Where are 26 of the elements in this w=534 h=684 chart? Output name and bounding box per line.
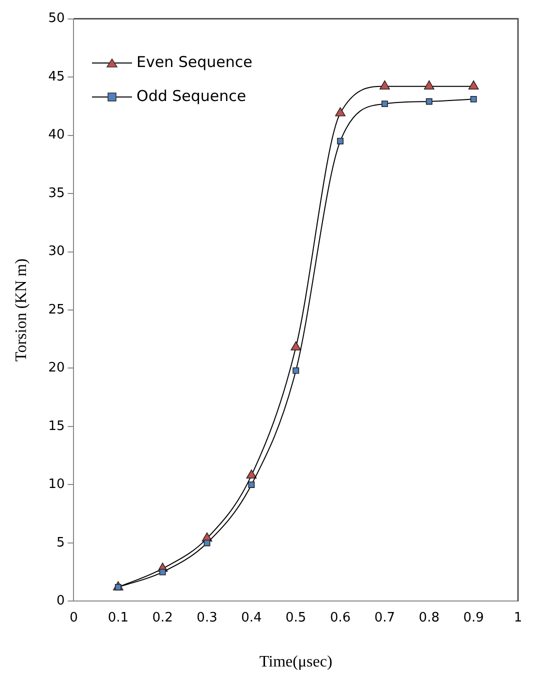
legend-label: Even Sequence xyxy=(136,52,252,71)
y-tick-label: 15 xyxy=(48,418,65,434)
y-axis-title: Torsion (KN m) xyxy=(12,258,30,362)
x-axis-title: Time(μsec) xyxy=(259,654,332,671)
y-tick-label: 25 xyxy=(48,302,65,318)
x-tick-label: 0.6 xyxy=(330,610,351,626)
x-tick-label: 1 xyxy=(514,610,522,626)
legend-label: Odd Sequence xyxy=(136,86,246,105)
x-tick-label: 0.7 xyxy=(374,610,396,626)
y-tick-label: 0 xyxy=(56,594,65,609)
x-tick-label: 0.1 xyxy=(108,610,129,626)
x-tick-label: 0.8 xyxy=(418,610,440,626)
y-tick-label: 50 xyxy=(48,11,65,26)
x-tick-label: 0.2 xyxy=(152,610,173,626)
x-tick-label: 0.9 xyxy=(463,610,484,626)
x-tick-label: 0.5 xyxy=(286,610,306,626)
y-tick-label: 45 xyxy=(48,69,65,84)
x-tick-label: 0.3 xyxy=(196,610,218,626)
y-tick-label: 20 xyxy=(48,360,65,376)
y-tick-label: 5 xyxy=(56,535,65,550)
x-tick-label: 0 xyxy=(70,610,78,626)
x-tick-label: 0.4 xyxy=(241,610,262,626)
y-tick-label: 40 xyxy=(48,128,65,143)
y-tick-label: 30 xyxy=(48,244,65,260)
y-tick-label: 10 xyxy=(48,477,65,492)
y-tick-label: 35 xyxy=(48,186,65,201)
